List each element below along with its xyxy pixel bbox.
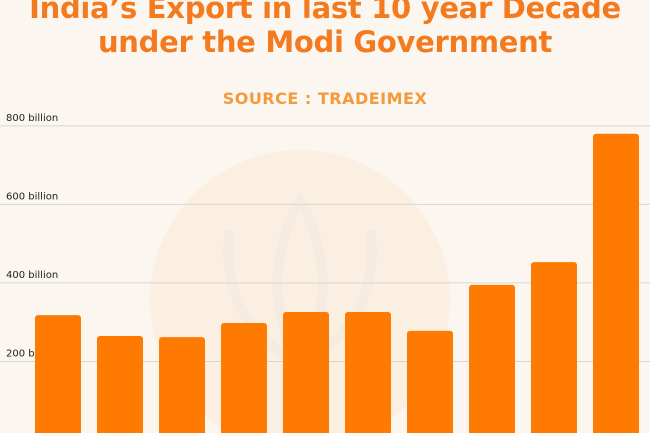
y-tick-label: 200 billion bbox=[6, 348, 58, 359]
bar bbox=[159, 337, 205, 433]
bar bbox=[407, 330, 453, 433]
chart-subtitle: SOURCE : TRADEIMEX bbox=[222, 89, 428, 108]
bar bbox=[593, 133, 639, 433]
bar bbox=[469, 284, 515, 433]
bar bbox=[283, 311, 329, 433]
bar bbox=[35, 315, 81, 433]
bar bbox=[97, 335, 143, 433]
y-tick-label: 800 billion bbox=[6, 113, 58, 124]
y-tick-label: 600 billion bbox=[6, 191, 58, 202]
bar bbox=[221, 322, 267, 433]
y-tick-label: 400 billion bbox=[6, 270, 58, 281]
chart-title: India’s Export in last 10 year Decade un… bbox=[29, 0, 621, 59]
bar bbox=[531, 262, 577, 433]
bar bbox=[345, 311, 391, 433]
